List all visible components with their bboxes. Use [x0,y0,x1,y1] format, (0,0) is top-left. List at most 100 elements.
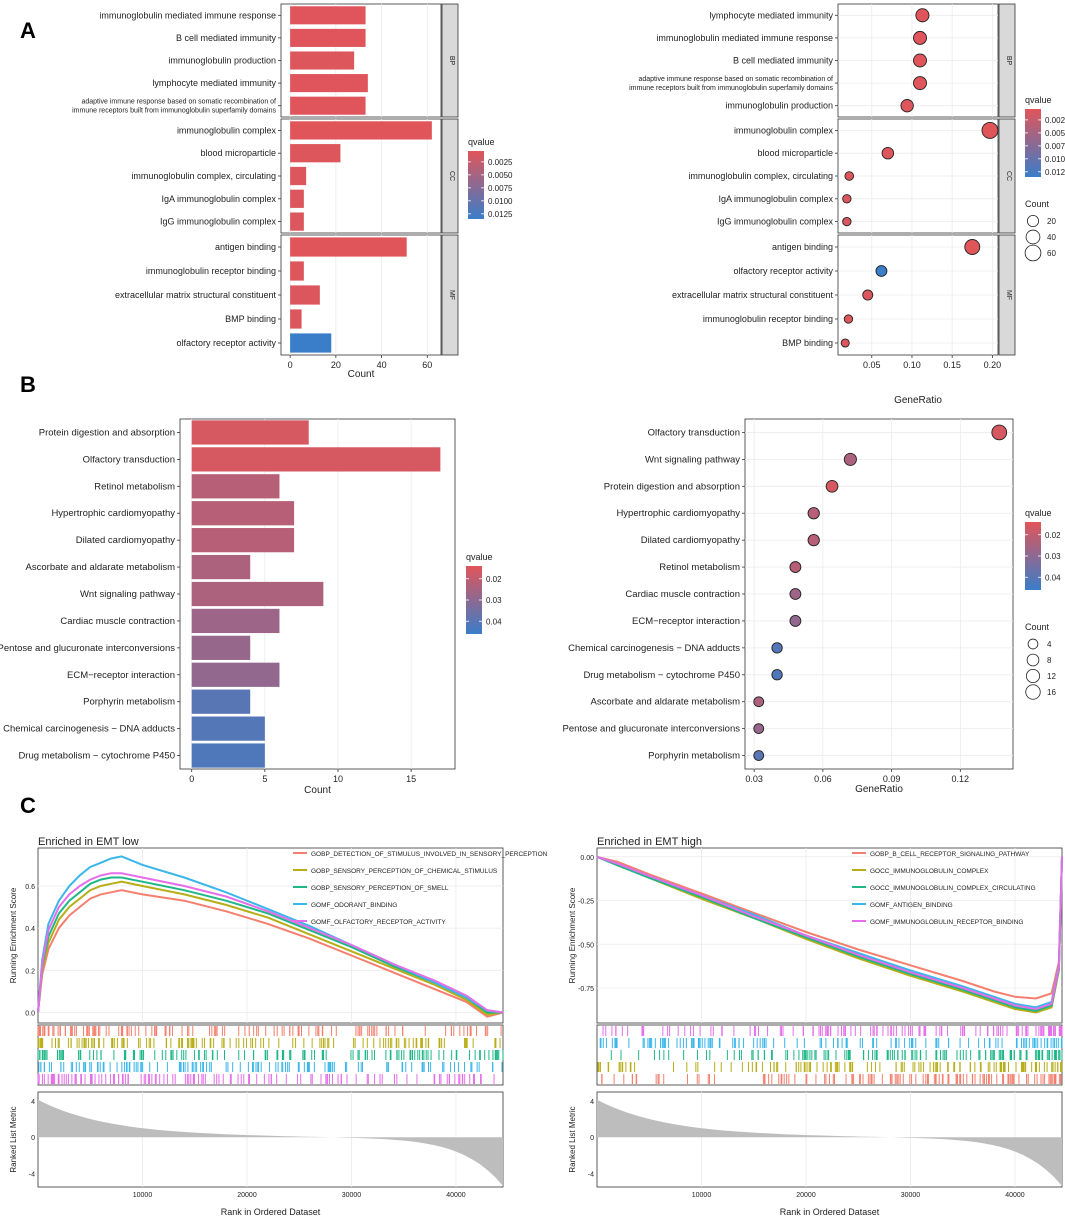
bar [191,608,280,634]
dot [753,723,765,734]
x-axis-title: Count [304,785,331,796]
x-tick-label: 0 [288,360,293,370]
y-category-label: immunoglobulin complex [177,125,277,135]
bar [191,743,265,768]
facet-strip-label: MF [448,290,455,300]
y-category-label: BMP binding [782,338,833,348]
dot [842,216,852,227]
y-category-label: lymphocyte mediated immunity [152,78,276,88]
legend-label: GOMF_ODORANT_BINDING [311,902,397,909]
gsea-title: Enriched in EMT low [38,836,139,848]
y-category-label: lymphocyte mediated immunity [709,10,833,20]
dot [840,338,850,348]
legend-tick-label: 0.03 [1045,552,1061,561]
y-category-label: Retinol metabolism [94,481,175,492]
x-tick-label: 0.05 [863,360,881,370]
dot [964,239,981,255]
legend-label: GOCC_IMMUNOGLOBULIN_COMPLEX_CIRCULATING [870,885,1036,892]
bar [191,420,309,445]
legend-size-circle [1026,653,1040,667]
x-tick-label: 10000 [133,1192,153,1199]
y-category-label: Drug metabolism − cytochrome P450 [18,751,175,762]
y-category-label: olfactory receptor activity [176,338,276,348]
y-category-label: Pentose and glucuronate interconversions [563,724,741,735]
metric-axis-title: Ranked List Metric [9,1106,18,1172]
x-tick-label: 40000 [446,1192,466,1199]
legend-size-circle [1025,668,1041,684]
panel-label-c: C [20,793,36,818]
dot [875,265,888,277]
y-tick-label: 0.6 [25,884,35,891]
y-category-label: Drug metabolism − cytochrome P450 [583,670,740,681]
es-line [37,880,504,1016]
y-tick-label: 0.0 [25,1010,35,1017]
dot [771,642,783,654]
x-tick-label: 5 [262,774,267,784]
x-tick-label: 0.10 [903,360,921,370]
es-line [37,872,504,1014]
es-line [596,855,1063,1012]
bar [290,261,304,281]
y-category-label: Cardiac muscle contraction [60,616,175,627]
x-tick-label: 0.15 [943,360,961,370]
legend-tick-label: 0.0100 [1045,155,1065,164]
metric-tick-label: 4 [590,1099,594,1106]
y-category-label: BMP binding [225,314,276,324]
panel-label-a: A [20,18,36,43]
dot [789,615,802,627]
legend-label: GOBP_SENSORY_PERCEPTION_OF_CHEMICAL_STIM… [311,868,498,875]
facet-strip [441,118,459,234]
legend-size-circle [1027,638,1039,650]
bar [290,237,407,257]
bar [191,689,251,714]
y-category-label: Dilated cardiomyopathy [76,535,176,546]
legend-tick-label: 0.0125 [1045,168,1065,177]
facet-strip [998,118,1016,234]
y-category-label: Hypertrophic cardiomyopathy [51,508,175,519]
x-tick-label: 0.03 [745,774,763,784]
y-category-label: immunoglobulin production [725,101,833,111]
bar [290,121,432,140]
facet-strip-label: MF [1005,290,1012,300]
y-category-label: Ascorbate and aldarate metabolism [26,562,176,573]
bar [290,285,320,305]
legend-tick-label: 0.0075 [488,184,513,193]
y-category-label: Hypertrophic cardiomyopathy [616,508,740,519]
x-tick-label: 0.09 [883,774,901,784]
y-tick-label: -0.25 [578,899,594,906]
y-category-label: ECM−receptor interaction [67,670,175,681]
y-category-label: Porphyrin metabolism [648,751,740,762]
legend-colorbar [1025,522,1041,590]
x-tick-label: 20000 [237,1192,257,1199]
bar [191,528,295,553]
x-axis-title: GeneRatio [894,395,942,406]
legend-title: qvalue [1025,95,1052,105]
y-category-label: Porphyrin metabolism [83,697,175,708]
x-tick-label: 20000 [796,1192,816,1199]
legend-label: GOBP_B_CELL_RECEPTOR_SIGNALING_PATHWAY [870,851,1030,858]
y-category-label: adaptive immune response based on somati… [72,99,276,115]
y-category-label: immunoglobulin production [168,56,276,66]
legend-size-title: Count [1025,199,1050,209]
bar [290,74,368,93]
y-category-label: Olfactory transduction [83,454,175,465]
dot [981,121,999,139]
legend-tick-label: 0.02 [1045,531,1061,540]
legend-size-circle [1024,244,1042,262]
bar [191,447,441,472]
legend-tick-label: 0.0050 [488,171,513,180]
es-line [37,855,504,1014]
y-tick-label: -0.75 [578,986,594,993]
bar [191,662,280,687]
y-category-label: Protein digestion and absorption [39,427,175,438]
x-tick-label: 30000 [342,1192,362,1199]
dot [913,53,927,68]
metric-tick-label: 4 [31,1099,35,1106]
metric-tick-label: -4 [29,1171,35,1178]
dot [843,452,857,466]
dot [789,588,802,600]
legend-label: GOBP_DETECTION_OF_STIMULUS_INVOLVED_IN_S… [311,851,548,858]
dot [991,424,1008,441]
legend-size-circle [1025,229,1041,245]
